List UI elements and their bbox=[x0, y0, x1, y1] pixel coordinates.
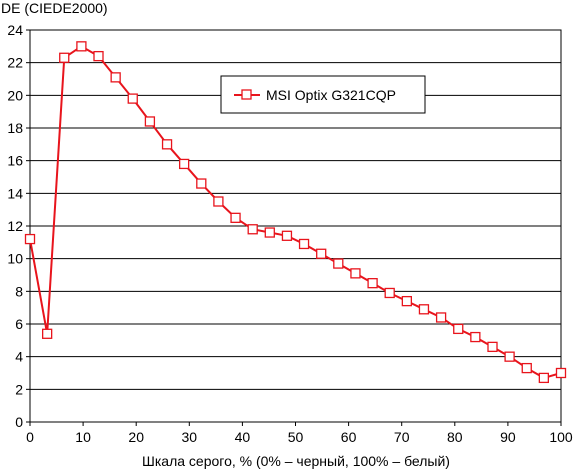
y-tick-label: 10 bbox=[7, 251, 23, 267]
x-tick-label: 70 bbox=[394, 429, 410, 445]
y-tick-label: 6 bbox=[15, 316, 23, 332]
y-tick-label: 18 bbox=[7, 120, 23, 136]
axes bbox=[26, 29, 562, 426]
data-point bbox=[110, 72, 121, 83]
y-tick-label: 16 bbox=[7, 153, 23, 169]
x-tick-label: 10 bbox=[75, 429, 91, 445]
data-point bbox=[281, 230, 293, 241]
series bbox=[24, 41, 567, 384]
x-tick-label: 50 bbox=[288, 429, 304, 445]
x-tick-label: 20 bbox=[128, 429, 144, 445]
plot-frame bbox=[29, 29, 562, 423]
y-tick-label: 20 bbox=[7, 87, 23, 103]
y-tick-label: 8 bbox=[15, 283, 23, 299]
data-point bbox=[93, 50, 104, 62]
data-point bbox=[418, 304, 430, 315]
legend-marker bbox=[241, 89, 252, 100]
data-point bbox=[178, 158, 190, 170]
data-point bbox=[24, 233, 36, 245]
x-tick-label: 100 bbox=[549, 429, 573, 445]
x-tick-label: 40 bbox=[235, 429, 251, 445]
y-tick-label: 24 bbox=[7, 22, 23, 38]
data-point bbox=[196, 178, 207, 189]
x-tick-label: 80 bbox=[447, 429, 463, 445]
data-point bbox=[316, 248, 327, 259]
data-point bbox=[161, 139, 173, 150]
data-point bbox=[264, 227, 275, 238]
x-tick-label: 0 bbox=[26, 429, 34, 445]
data-point bbox=[350, 268, 361, 279]
data-point bbox=[504, 351, 515, 362]
legend: MSI Optix G321CQP bbox=[220, 75, 426, 114]
legend-label: MSI Optix G321CQP bbox=[266, 87, 396, 103]
data-point bbox=[470, 331, 481, 343]
data-point bbox=[333, 258, 344, 269]
data-point bbox=[42, 328, 53, 339]
data-point bbox=[538, 372, 549, 384]
data-point bbox=[384, 287, 395, 299]
data-point bbox=[144, 116, 156, 127]
y-tick-label: 2 bbox=[15, 381, 23, 397]
y-tick-label: 12 bbox=[7, 218, 23, 234]
data-point bbox=[298, 238, 310, 250]
data-point bbox=[453, 323, 464, 335]
x-tick-label: 60 bbox=[341, 429, 357, 445]
y-tick-label: 0 bbox=[15, 414, 23, 430]
y-axis-title: DE (CIEDE2000) bbox=[1, 0, 108, 16]
x-axis-title: Шкала серого, % (0% – черный, 100% – бел… bbox=[142, 453, 450, 469]
y-tick-label: 22 bbox=[7, 55, 23, 71]
y-tick-label: 4 bbox=[15, 349, 23, 365]
data-point bbox=[127, 93, 138, 104]
data-point bbox=[487, 341, 498, 353]
data-point bbox=[230, 212, 241, 223]
data-point bbox=[555, 367, 567, 379]
data-point bbox=[435, 312, 447, 323]
data-point bbox=[213, 196, 224, 207]
data-point bbox=[76, 41, 87, 52]
y-tick-label: 14 bbox=[7, 185, 23, 201]
x-tick-label: 90 bbox=[500, 429, 516, 445]
data-point bbox=[521, 362, 532, 374]
x-tick-label: 30 bbox=[182, 429, 198, 445]
data-point bbox=[247, 224, 258, 235]
data-point bbox=[59, 52, 70, 63]
data-point bbox=[401, 295, 413, 307]
data-point bbox=[367, 278, 378, 289]
